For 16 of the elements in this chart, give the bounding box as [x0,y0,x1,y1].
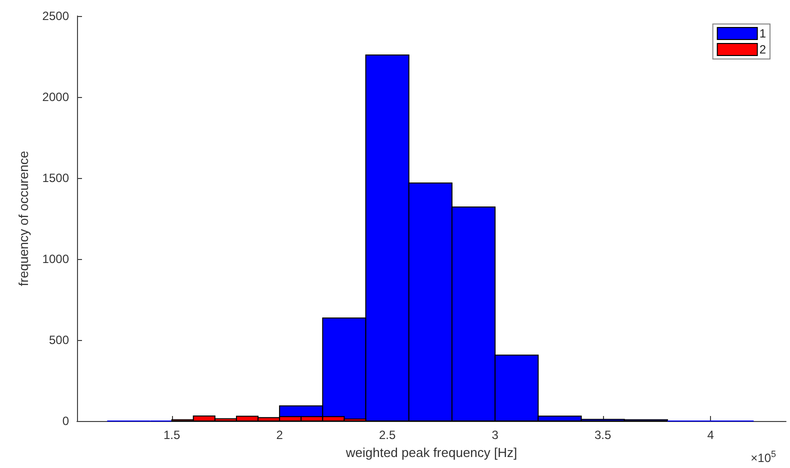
y-tick-label: 1500 [42,171,70,185]
y-tick-label: 1000 [42,252,70,266]
y-tick-label: 2500 [42,9,70,23]
x-tick-label: 2.5 [378,428,396,442]
x-tick-label: 3.5 [594,428,612,442]
x-tick-label: 1.5 [163,428,180,442]
x-tick-label: 3 [492,428,499,442]
legend-label: 1 [759,26,766,40]
y-axis-title: frequency of occurence [16,150,31,286]
y-tick-label: 500 [48,333,70,347]
x-tick-label: 4 [707,428,714,442]
legend-label: 2 [759,42,766,56]
y-tick-label: 0 [62,414,70,428]
x-axis-title: weighted peak frequency [Hz] [344,445,518,460]
y-tick-label: 2000 [42,90,70,104]
x-tick-label: 2 [276,428,284,442]
